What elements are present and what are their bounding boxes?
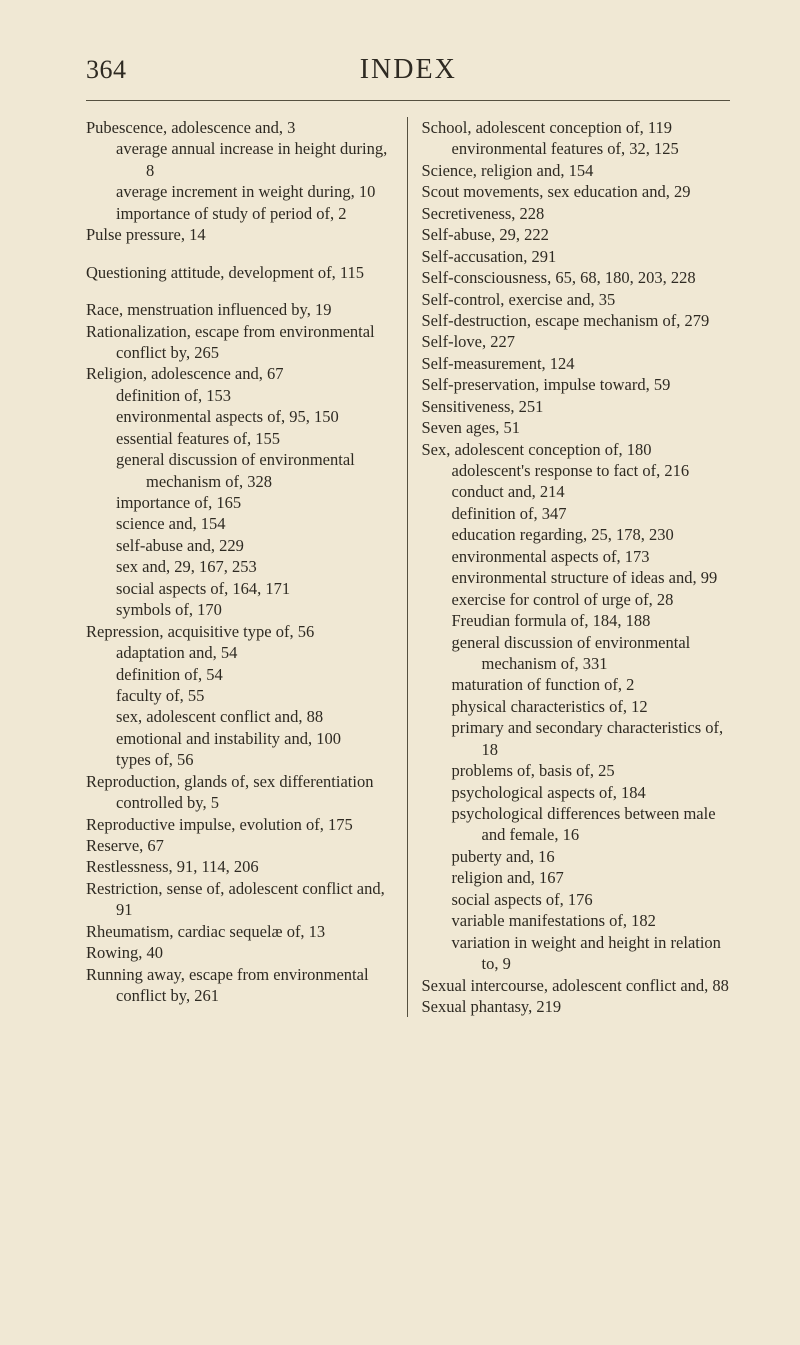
index-subentry: importance of, 165 (86, 492, 395, 513)
index-subentry: self-abuse and, 229 (86, 535, 395, 556)
index-entry: Rheumatism, cardiac sequelæ of, 13 (86, 921, 395, 942)
index-subentry: faculty of, 55 (86, 685, 395, 706)
index-entry: Pulse pressure, 14 (86, 224, 395, 245)
index-subentry: environmental features of, 32, 125 (422, 138, 731, 159)
index-subentry: psychological aspects of, 184 (422, 782, 731, 803)
index-subentry: exercise for control of urge of, 28 (422, 589, 731, 610)
index-entry: Science, religion and, 154 (422, 160, 731, 181)
index-columns: Pubescence, adolescence and, 3average an… (86, 117, 730, 1017)
index-subentry: physical characteristics of, 12 (422, 696, 731, 717)
index-subentry: education regarding, 25, 178, 230 (422, 524, 731, 545)
index-entry: Self-measurement, 124 (422, 353, 731, 374)
index-entry: Scout movements, sex education and, 29 (422, 181, 731, 202)
index-subentry: environmental aspects of, 95, 150 (86, 406, 395, 427)
index-column-left: Pubescence, adolescence and, 3average an… (86, 117, 408, 1017)
index-entry: Reproductive impulse, evolution of, 175 (86, 814, 395, 835)
index-entry: Sexual intercourse, adolescent conflict … (422, 975, 731, 996)
index-subentry: sex, adolescent conflict and, 88 (86, 706, 395, 727)
index-subentry: conduct and, 214 (422, 481, 731, 502)
index-subentry: psychological differences between male a… (422, 803, 731, 846)
index-entry: Race, menstruation influenced by, 19 (86, 299, 395, 320)
index-entry: Rowing, 40 (86, 942, 395, 963)
index-entry: Sensitiveness, 251 (422, 396, 731, 417)
index-subentry: variable manifestations of, 182 (422, 910, 731, 931)
index-subentry: puberty and, 16 (422, 846, 731, 867)
index-subentry: average annual increase in height during… (86, 138, 395, 181)
index-subentry: general discussion of environmental mech… (422, 632, 731, 675)
index-entry: Self-control, exercise and, 35 (422, 289, 731, 310)
header-rule (86, 100, 730, 101)
index-subentry: environmental structure of ideas and, 99 (422, 567, 731, 588)
index-subentry: environmental aspects of, 173 (422, 546, 731, 567)
index-subentry: maturation of function of, 2 (422, 674, 731, 695)
index-entry: Pubescence, adolescence and, 3 (86, 117, 395, 138)
index-entry: Self-love, 227 (422, 331, 731, 352)
index-subentry: importance of study of period of, 2 (86, 203, 395, 224)
index-entry: Sex, adolescent conception of, 180 (422, 439, 731, 460)
index-gap (86, 283, 395, 299)
index-entry: Self-preservation, impulse toward, 59 (422, 374, 731, 395)
index-entry: School, adolescent conception of, 119 (422, 117, 731, 138)
index-entry: Religion, adolescence and, 67 (86, 363, 395, 384)
page: 364 INDEX Pubescence, adolescence and, 3… (0, 0, 800, 1345)
index-subentry: variation in weight and height in relati… (422, 932, 731, 975)
index-subentry: symbols of, 170 (86, 599, 395, 620)
index-subentry: definition of, 54 (86, 664, 395, 685)
index-title: INDEX (87, 54, 731, 86)
index-subentry: definition of, 347 (422, 503, 731, 524)
index-entry: Reserve, 67 (86, 835, 395, 856)
index-entry: Secretiveness, 228 (422, 203, 731, 224)
index-subentry: adolescent's response to fact of, 216 (422, 460, 731, 481)
index-subentry: Freudian formula of, 184, 188 (422, 610, 731, 631)
index-entry: Self-accusation, 291 (422, 246, 731, 267)
index-subentry: primary and secondary characteristics of… (422, 717, 731, 760)
index-subentry: definition of, 153 (86, 385, 395, 406)
index-subentry: religion and, 167 (422, 867, 731, 888)
index-subentry: emotional and instability and, 100 (86, 728, 395, 749)
index-entry: Restriction, sense of, adolescent confli… (86, 878, 395, 921)
index-entry: Questioning attitude, development of, 11… (86, 262, 395, 283)
index-subentry: general discussion of environmental mech… (86, 449, 395, 492)
index-entry: Self-consciousness, 65, 68, 180, 203, 22… (422, 267, 731, 288)
index-entry: Running away, escape from environmental … (86, 964, 395, 1007)
index-subentry: science and, 154 (86, 513, 395, 534)
index-entry: Repression, acquisitive type of, 56 (86, 621, 395, 642)
index-entry: Rationalization, escape from environment… (86, 321, 395, 364)
index-entry: Restlessness, 91, 114, 206 (86, 856, 395, 877)
index-entry: Seven ages, 51 (422, 417, 731, 438)
index-entry: Self-destruction, escape mechanism of, 2… (422, 310, 731, 331)
index-subentry: adaptation and, 54 (86, 642, 395, 663)
index-subentry: problems of, basis of, 25 (422, 760, 731, 781)
index-subentry: types of, 56 (86, 749, 395, 770)
index-subentry: social aspects of, 164, 171 (86, 578, 395, 599)
index-column-right: School, adolescent conception of, 119env… (408, 117, 731, 1017)
index-entry: Reproduction, glands of, sex differentia… (86, 771, 395, 814)
index-subentry: essential features of, 155 (86, 428, 395, 449)
index-entry: Sexual phantasy, 219 (422, 996, 731, 1017)
index-entry: Self-abuse, 29, 222 (422, 224, 731, 245)
index-subentry: social aspects of, 176 (422, 889, 731, 910)
page-header: 364 INDEX (86, 54, 730, 86)
index-subentry: sex and, 29, 167, 253 (86, 556, 395, 577)
index-gap (86, 246, 395, 262)
index-subentry: average increment in weight during, 10 (86, 181, 395, 202)
